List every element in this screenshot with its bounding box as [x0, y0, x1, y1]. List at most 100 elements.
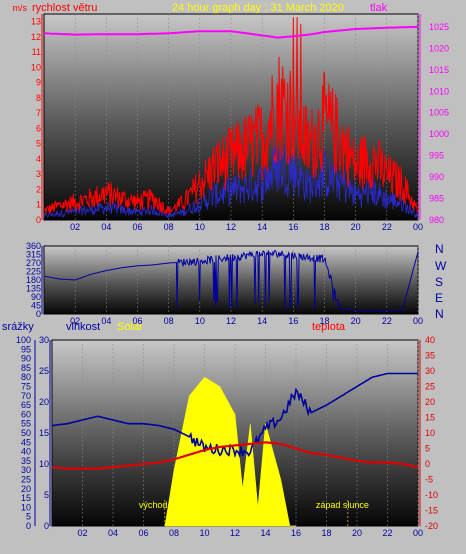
wind-x-tick-label: 02 — [70, 222, 80, 232]
solar-x-tick-label: 22 — [382, 528, 392, 538]
series-humidity-line — [51, 372, 418, 459]
compass-w: W — [435, 259, 447, 273]
wind-y-tick-label: 3 — [36, 169, 41, 179]
chart-title: 24 hour graph day : 31 March 2020 — [172, 2, 344, 14]
rain-y-tick-label: 5 — [26, 512, 31, 522]
wind-x-tick-label: 06 — [132, 222, 142, 232]
wind-y-tick-label: 12 — [31, 32, 41, 42]
compass-s: S — [435, 275, 443, 289]
series-pressure-line — [43, 25, 419, 39]
wind-x-tick-label: 08 — [164, 222, 174, 232]
solar-x-tick-label: 04 — [108, 528, 118, 538]
wind-y-tick-label: 5 — [36, 139, 41, 149]
pressure-y-tick-label: 980 — [429, 215, 444, 225]
series-solar-area — [164, 376, 296, 527]
direction-x-tick-label: 10 — [195, 316, 205, 326]
direction-x-tick-label: 06 — [132, 316, 142, 326]
humidity-label: vlhkost — [66, 321, 100, 333]
wind-x-tick-label: 04 — [101, 222, 111, 232]
panel-wind-direction: 02 04 06 08 10 12 14 16 18 20 22 000459013518022527… — [26, 241, 423, 326]
humidity-y-tick-label: 0 — [44, 521, 49, 531]
rain-y-tick-label: 20 — [21, 484, 31, 494]
wind-y-tick-label: 11 — [32, 47, 41, 57]
solar-x-tick-label: 12 — [230, 528, 240, 538]
wind-y-tick-label: 8 — [36, 93, 41, 103]
direction-y-tick-label: 270 — [26, 258, 41, 268]
wind-y-tick-label: 4 — [36, 154, 41, 164]
temp-y-tick-label: 40 — [425, 335, 435, 345]
rain-y-tick-label: 80 — [21, 372, 31, 382]
rain-y-tick-label: 90 — [21, 354, 31, 364]
wind-y-tick-label: 7 — [36, 108, 41, 118]
temp-y-tick-label: 20 — [425, 397, 435, 407]
wind-x-tick-label: 20 — [351, 222, 361, 232]
pressure-y-tick-label: 1025 — [429, 22, 449, 32]
pressure-y-tick-label: 1010 — [429, 86, 449, 96]
wind-y-tick-label: 0 — [36, 215, 41, 225]
wind-x-tick-label: 14 — [257, 222, 267, 232]
rain-y-tick-label: 0 — [26, 521, 31, 531]
temp-y-tick-label: 0 — [425, 459, 430, 469]
series-temperature-line — [51, 441, 419, 470]
pressure-y-tick-label: 1000 — [429, 129, 449, 139]
temperature-label: teplota — [312, 321, 346, 333]
humidity-y-tick-label: 5 — [44, 490, 49, 500]
humidity-y-tick-label: 20 — [39, 397, 49, 407]
direction-x-tick-label: 18 — [319, 316, 329, 326]
direction-x-tick-label: 14 — [257, 316, 267, 326]
rain-y-tick-label: 95 — [21, 344, 31, 354]
rain-y-tick-label: 30 — [21, 465, 31, 475]
wind-x-tick-label: 12 — [226, 222, 236, 232]
temp-y-tick-label: 35 — [425, 351, 435, 361]
direction-x-tick-label: 02 — [70, 316, 80, 326]
panel-solar-temperature: 02 04 06 08 10 12 14 16 18 20 22 000510152025303540… — [16, 335, 438, 538]
humidity-y-tick-label: 25 — [39, 366, 49, 376]
wind-x-tick-label: 22 — [382, 222, 392, 232]
compass-n-bottom: N — [435, 307, 444, 321]
solar-x-tick-label: 16 — [291, 528, 301, 538]
wind-y-tick-label: 9 — [36, 78, 41, 88]
wind-y-tick-label: 1 — [36, 200, 41, 210]
direction-y-tick-label: 180 — [26, 275, 41, 285]
direction-x-tick-label: 12 — [226, 316, 236, 326]
temp-y-tick-label: -20 — [425, 521, 438, 531]
pressure-y-tick-label: 1020 — [429, 43, 449, 53]
rain-y-tick-label: 75 — [21, 382, 31, 392]
compass-e: E — [435, 291, 443, 305]
direction-x-tick-label: 08 — [164, 316, 174, 326]
pressure-y-tick-label: 1005 — [429, 108, 449, 118]
direction-y-tick-label: 225 — [26, 267, 41, 277]
rain-y-tick-label: 65 — [21, 400, 31, 410]
pressure-label: tlak — [370, 2, 388, 14]
wind-x-tick-label: 16 — [288, 222, 298, 232]
rain-y-tick-label: 25 — [21, 475, 31, 485]
temp-y-tick-label: 10 — [425, 428, 435, 438]
solar-x-tick-label: 14 — [260, 528, 270, 538]
panel-wind-pressure: 02 04 06 08 10 12 14 16 18 20 22 000123456789101112… — [31, 13, 449, 232]
rain-y-tick-label: 50 — [21, 428, 31, 438]
humidity-y-tick-label: 15 — [39, 428, 49, 438]
direction-x-tick-label: 20 — [351, 316, 361, 326]
temp-y-tick-label: -5 — [425, 475, 433, 485]
solar-x-tick-label: 18 — [321, 528, 331, 538]
series-wind-direction-line — [43, 249, 419, 312]
wind-speed-unit: m/s — [13, 3, 28, 13]
sunrise-label: východ slunce — [139, 500, 196, 510]
direction-x-tick-label: 16 — [288, 316, 298, 326]
rain-y-tick-label: 100 — [16, 335, 31, 345]
wind-speed-label: rychlost větru — [32, 2, 97, 14]
direction-x-tick-label: 04 — [101, 316, 111, 326]
wind-y-tick-label: 6 — [36, 123, 41, 133]
direction-y-tick-label: 90 — [31, 292, 41, 302]
direction-x-tick-label: 22 — [382, 316, 392, 326]
direction-x-tick-label: 00 — [413, 316, 423, 326]
wind-y-tick-label: 2 — [36, 184, 41, 194]
rain-y-tick-label: 45 — [21, 437, 31, 447]
solar-x-tick-label: 20 — [352, 528, 362, 538]
direction-y-tick-label: 0 — [36, 309, 41, 319]
solar-x-tick-label: 06 — [138, 528, 148, 538]
direction-y-tick-label: 360 — [26, 241, 41, 251]
pressure-y-tick-label: 990 — [429, 172, 444, 182]
sunset-label: západ slunce — [316, 500, 369, 510]
